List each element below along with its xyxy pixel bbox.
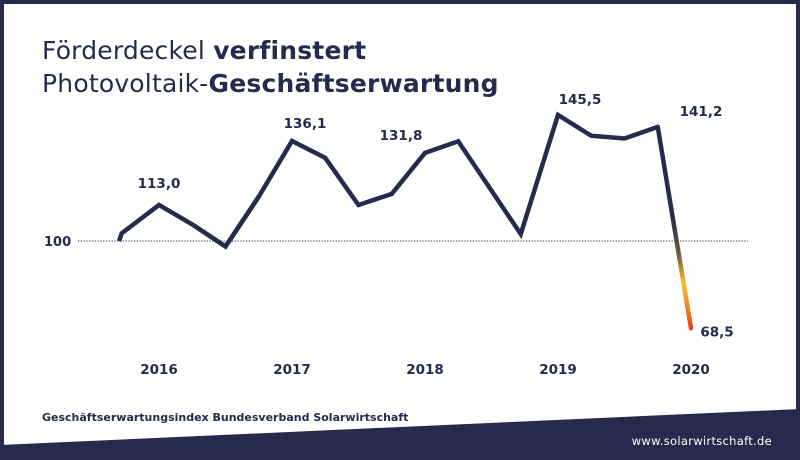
data-label: 145,5 [559, 92, 602, 108]
data-label: 131,8 [380, 128, 423, 144]
title-line1-bold: verfinstert [213, 36, 367, 65]
series-line-dip [191, 195, 261, 250]
title-line2-regular: Photovoltaik- [42, 69, 209, 98]
x-tick-label: 2018 [406, 362, 444, 378]
footer-url: www.solarwirtschaft.de [631, 434, 772, 448]
data-label: 113,0 [138, 176, 181, 192]
series-line [116, 111, 659, 250]
x-tick-label: 2016 [140, 362, 178, 378]
title-line1-regular: Förderdeckel [42, 36, 206, 65]
title-line2-bold: Geschäftserwartung [208, 69, 499, 98]
x-tick-label: 2019 [539, 362, 577, 378]
x-tick-label: 2017 [273, 362, 311, 378]
source-note: Geschäftserwartungsindex Bundesverband S… [42, 411, 409, 424]
x-tick-label: 2020 [672, 362, 710, 378]
chart-title: Förderdeckel verfinstert Photovoltaik-Ge… [42, 34, 499, 100]
series-line-drop [655, 124, 694, 331]
data-label: 68,5 [700, 324, 733, 340]
footer-band-shape [0, 409, 800, 460]
data-label: 136,1 [284, 116, 327, 132]
data-label: 141,2 [680, 104, 723, 120]
reference-line-label: 100 [44, 235, 71, 250]
